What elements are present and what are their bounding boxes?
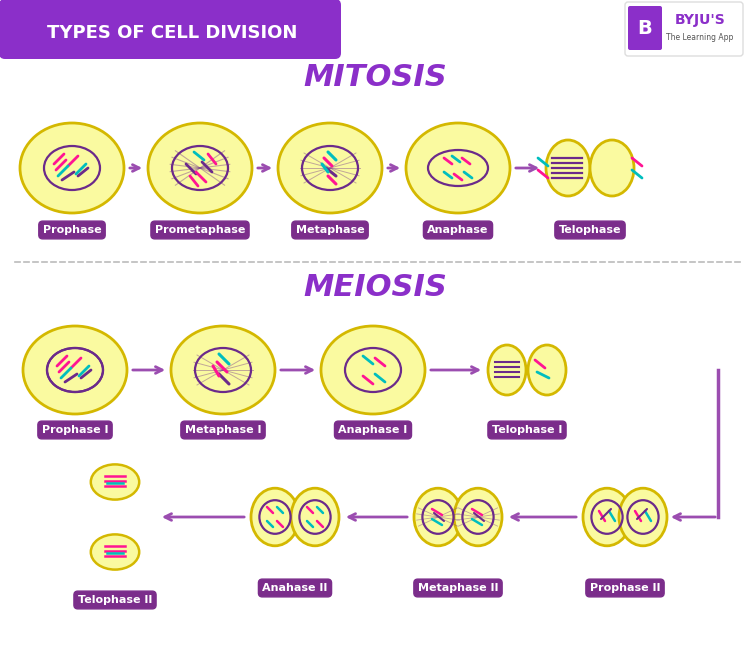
- Text: Anahase II: Anahase II: [262, 583, 328, 593]
- Text: Prophase II: Prophase II: [590, 583, 660, 593]
- Text: Prophase: Prophase: [43, 225, 101, 235]
- Ellipse shape: [546, 140, 590, 196]
- Ellipse shape: [414, 488, 462, 546]
- Text: Telophase: Telophase: [559, 225, 621, 235]
- Text: The Learning App: The Learning App: [666, 33, 734, 43]
- Ellipse shape: [148, 123, 252, 213]
- Text: Telophase II: Telophase II: [78, 595, 152, 605]
- Text: B: B: [638, 19, 652, 37]
- Ellipse shape: [321, 326, 425, 414]
- Text: Telophase I: Telophase I: [492, 425, 562, 435]
- Text: Prometaphase: Prometaphase: [154, 225, 245, 235]
- Ellipse shape: [278, 123, 382, 213]
- FancyBboxPatch shape: [625, 2, 743, 56]
- Text: Anaphase: Anaphase: [427, 225, 489, 235]
- Ellipse shape: [20, 123, 124, 213]
- Ellipse shape: [583, 488, 631, 546]
- Ellipse shape: [488, 345, 526, 395]
- Ellipse shape: [91, 534, 140, 569]
- Ellipse shape: [23, 326, 127, 414]
- FancyBboxPatch shape: [628, 6, 662, 50]
- Text: MITOSIS: MITOSIS: [303, 63, 447, 91]
- Ellipse shape: [590, 140, 634, 196]
- Text: MEIOSIS: MEIOSIS: [303, 272, 447, 302]
- Ellipse shape: [619, 488, 667, 546]
- Text: Metaphase II: Metaphase II: [418, 583, 498, 593]
- Text: Metaphase: Metaphase: [296, 225, 364, 235]
- Ellipse shape: [454, 488, 502, 546]
- Ellipse shape: [171, 326, 275, 414]
- Ellipse shape: [251, 488, 299, 546]
- Text: BYJU'S: BYJU'S: [675, 13, 725, 27]
- Ellipse shape: [528, 345, 566, 395]
- Text: Prophase I: Prophase I: [42, 425, 108, 435]
- Text: Metaphase I: Metaphase I: [184, 425, 261, 435]
- Ellipse shape: [291, 488, 339, 546]
- Ellipse shape: [91, 464, 140, 500]
- FancyBboxPatch shape: [0, 0, 341, 59]
- Ellipse shape: [406, 123, 510, 213]
- Text: Anaphase I: Anaphase I: [338, 425, 408, 435]
- Text: TYPES OF CELL DIVISION: TYPES OF CELL DIVISION: [46, 24, 297, 42]
